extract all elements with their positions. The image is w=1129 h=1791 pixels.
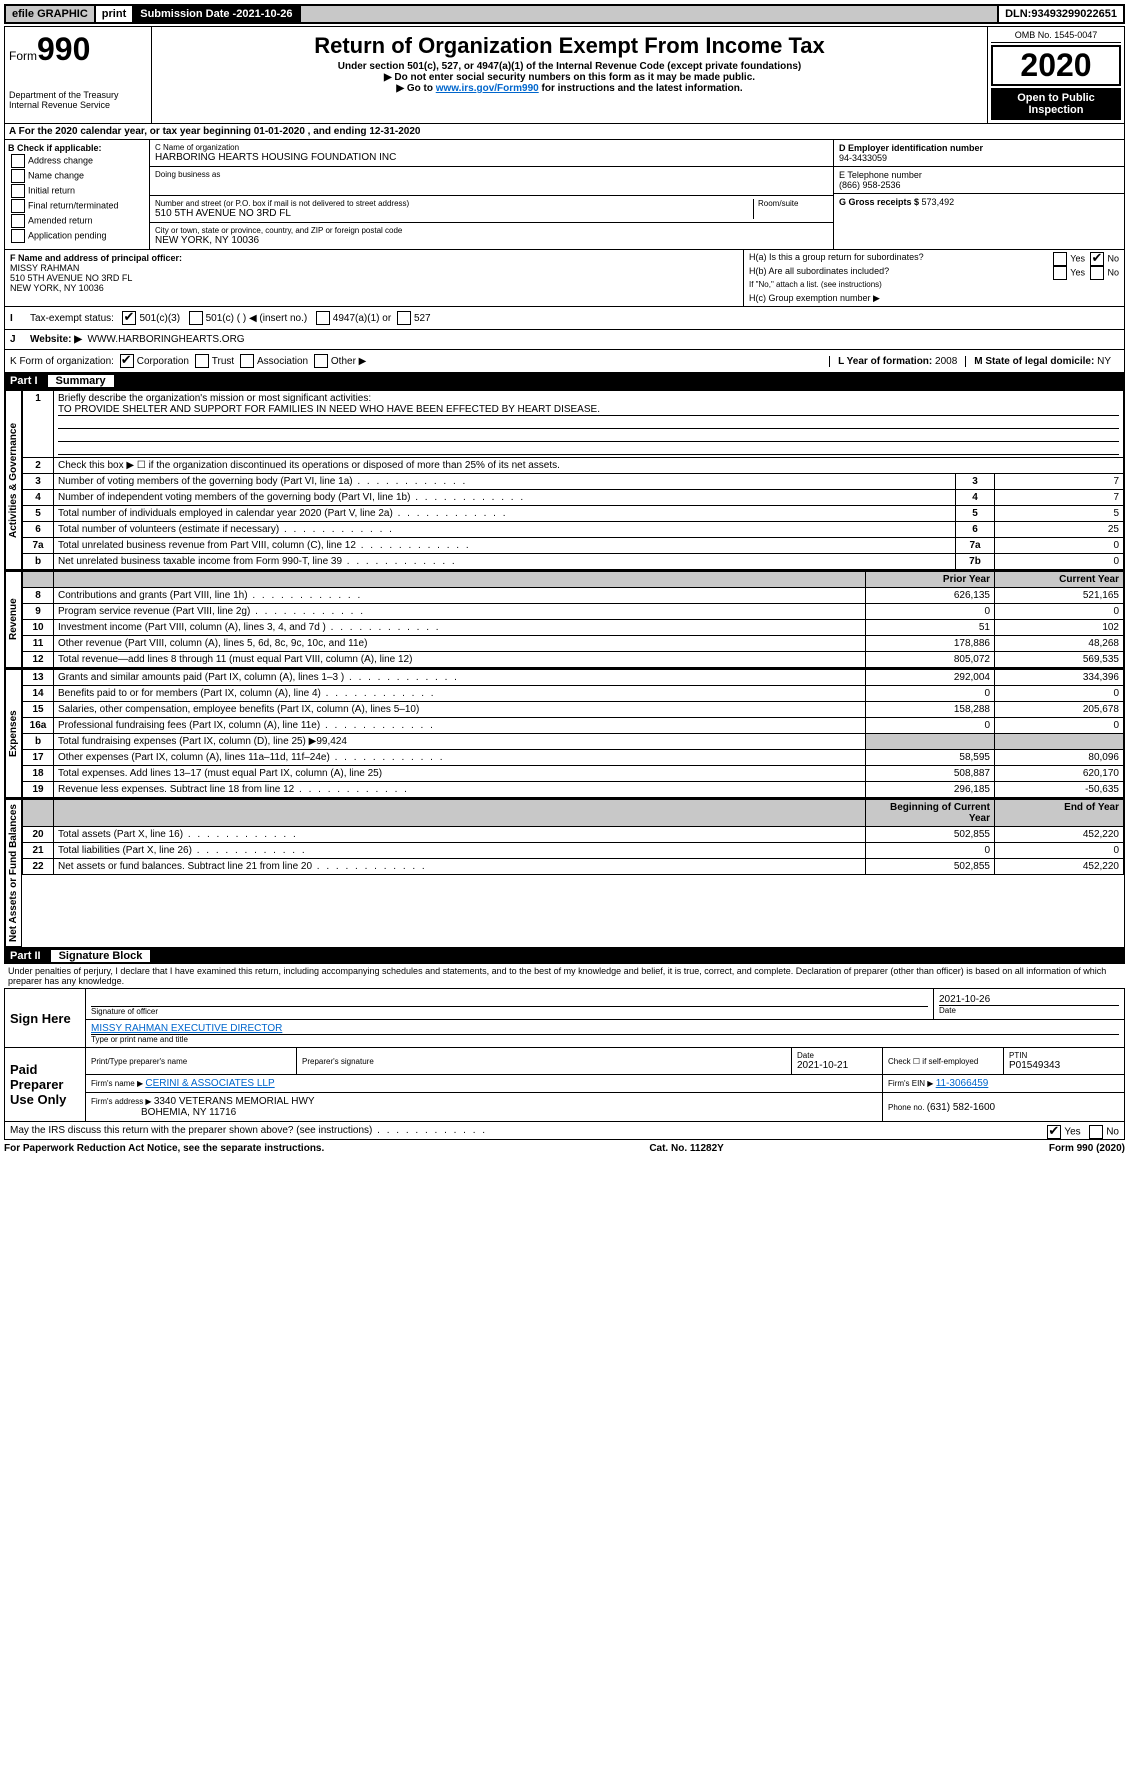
ein: 94-3433059 [839, 153, 887, 163]
f-h-block: F Name and address of principal officer:… [4, 250, 1125, 307]
dln: DLN: 93493299022651 [999, 6, 1123, 22]
note-goto: ▶ Go to www.irs.gov/Form990 for instruct… [156, 83, 983, 94]
form-header: Form990 Department of the Treasury Inter… [4, 26, 1125, 124]
mission-text: TO PROVIDE SHELTER AND SUPPORT FOR FAMIL… [58, 404, 1119, 416]
h-b: H(b) Are all subordinates included? Yes … [744, 264, 1124, 278]
check-501c3[interactable] [122, 311, 136, 325]
part-1-header: Part I Summary [4, 373, 1125, 389]
v7b: 0 [995, 554, 1124, 570]
firm-name[interactable]: CERINI & ASSOCIATES LLP [145, 1078, 274, 1089]
page-footer: For Paperwork Reduction Act Notice, see … [4, 1140, 1125, 1157]
irs-link[interactable]: www.irs.gov/Form990 [436, 83, 539, 94]
check-address[interactable]: Address change [8, 154, 146, 168]
discuss-row: May the IRS discuss this return with the… [4, 1122, 1125, 1140]
print-button[interactable]: print [96, 6, 134, 22]
preparer-phone: (631) 582-1600 [927, 1102, 995, 1113]
vert-governance: Activities & Governance [5, 390, 22, 570]
submission-date: Submission Date - 2021-10-26 [134, 6, 300, 22]
perjury-text: Under penalties of perjury, I declare th… [4, 964, 1125, 988]
ptin: P01549343 [1009, 1060, 1060, 1071]
check-final[interactable]: Final return/terminated [8, 199, 146, 213]
org-name: HARBORING HEARTS HOUSING FOUNDATION INC [155, 152, 828, 163]
k-l-m-row: K Form of organization: Corporation Trus… [4, 350, 1125, 373]
v7a: 0 [995, 538, 1124, 554]
h-a: H(a) Is this a group return for subordin… [744, 250, 1124, 264]
summary-body: Activities & Governance 1 Briefly descri… [4, 389, 1125, 571]
form-title: Return of Organization Exempt From Incom… [156, 33, 983, 59]
efile-label: efile GRAPHIC [6, 6, 96, 22]
check-b-column: B Check if applicable: Address change Na… [5, 140, 150, 249]
state-domicile: NY [1097, 356, 1111, 367]
year-formation: 2008 [935, 356, 957, 367]
tax-exempt-row: I Tax-exempt status: 501(c)(3) 501(c) ( … [4, 307, 1125, 330]
inspection-label: Open to Public Inspection [991, 88, 1121, 120]
vert-expenses: Expenses [5, 669, 22, 798]
form-number: Form990 [9, 31, 147, 68]
v4: 7 [995, 490, 1124, 506]
website-row: J Website: ▶ WWW.HARBORINGHEARTS.ORG [4, 330, 1125, 350]
vert-netassets: Net Assets or Fund Balances [5, 799, 22, 947]
sign-here-table: Sign Here Signature of officer 2021-10-2… [4, 988, 1125, 1048]
org-address: 510 5TH AVENUE NO 3RD FL [155, 208, 753, 219]
gross-receipts: 573,492 [922, 197, 955, 207]
v3: 7 [995, 474, 1124, 490]
sign-date: 2021-10-26 [939, 994, 1119, 1005]
phone: (866) 958-2536 [839, 180, 901, 190]
check-initial[interactable]: Initial return [8, 184, 146, 198]
paid-preparer-table: Paid Preparer Use Only Print/Type prepar… [4, 1047, 1125, 1122]
website: WWW.HARBORINGHEARTS.ORG [88, 334, 245, 345]
omb-number: OMB No. 1545-0047 [991, 30, 1121, 43]
info-block: B Check if applicable: Address change Na… [4, 140, 1125, 250]
officer-name: MISSY RAHMAN [10, 263, 79, 273]
h-c: H(c) Group exemption number ▶ [744, 291, 1124, 306]
check-name[interactable]: Name change [8, 169, 146, 183]
form-subtitle: Under section 501(c), 527, or 4947(a)(1)… [156, 61, 983, 72]
v5: 5 [995, 506, 1124, 522]
part-2-header: Part II Signature Block [4, 948, 1125, 964]
note-ssn: ▶ Do not enter social security numbers o… [156, 72, 983, 83]
period-line: A For the 2020 calendar year, or tax yea… [4, 124, 1125, 140]
v6: 25 [995, 522, 1124, 538]
tax-year: 2020 [991, 45, 1121, 86]
dept-label: Department of the Treasury Internal Reve… [9, 90, 147, 110]
org-city: NEW YORK, NY 10036 [155, 235, 828, 246]
check-pending[interactable]: Application pending [8, 229, 146, 243]
top-bar: efile GRAPHIC print Submission Date - 20… [4, 4, 1125, 24]
vert-revenue: Revenue [5, 571, 22, 668]
check-amended[interactable]: Amended return [8, 214, 146, 228]
firm-ein[interactable]: 11-3066459 [936, 1078, 989, 1089]
officer-sig-name[interactable]: MISSY RAHMAN EXECUTIVE DIRECTOR [91, 1023, 282, 1034]
